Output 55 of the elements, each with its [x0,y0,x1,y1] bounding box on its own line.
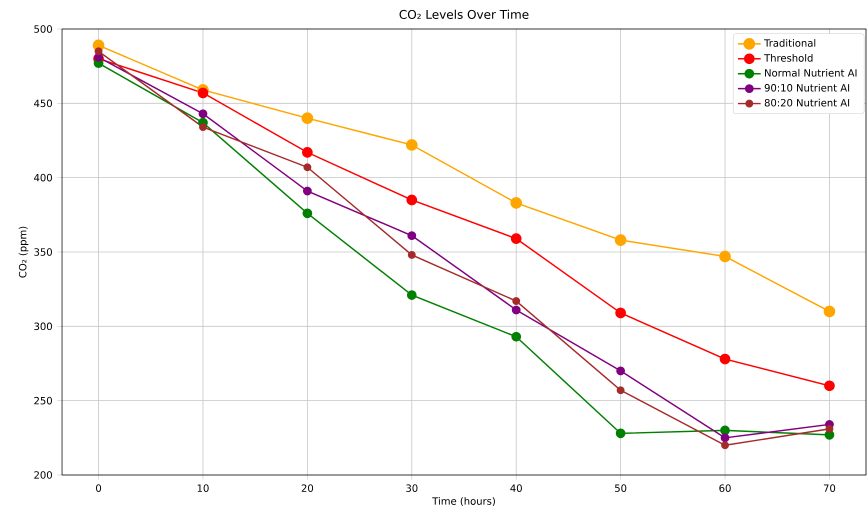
x-tick-label: 40 [510,484,522,492]
point [302,208,312,218]
y-tick-label: 250 [34,396,52,404]
y-tick-label: 200 [34,471,52,479]
x-tick-label: 70 [824,484,836,492]
point [512,297,520,305]
point [720,354,730,364]
point [512,306,521,314]
point [94,47,102,56]
y-tick-label: 300 [34,322,52,330]
point [614,234,626,246]
point [616,366,626,376]
y-tick-label: 450 [34,100,52,108]
point [408,251,416,259]
point [303,163,312,172]
point [826,424,834,433]
y-tick-label: 500 [34,25,52,33]
point [407,231,416,240]
x-tick-label: 50 [615,484,626,492]
x-tick-label: 0 [96,484,102,492]
y-tick-label: 400 [34,174,52,182]
legend-label: Threshold [764,54,812,62]
point [511,332,522,342]
point [199,123,207,132]
point [510,197,522,209]
legend-label: Traditional [764,39,816,47]
point [824,306,836,318]
x-axis-title: Time (hours) [432,497,495,506]
y-axis-title: CO₂ (ppm) [18,226,28,278]
point [824,380,835,392]
x-tick-label: 30 [406,484,418,492]
chart-title: CO₂ Levels Over Time [400,10,528,19]
point [406,290,417,300]
legend-label: Normal Nutrient AI [765,68,856,77]
point [302,112,314,124]
point [721,441,729,450]
point [720,426,730,436]
point [406,194,418,206]
point [615,308,626,318]
point [302,186,312,196]
point [198,88,208,98]
point [720,433,730,442]
legend-label: 80:20 Nutrient AI [764,98,850,107]
point [616,386,625,394]
x-tick-label: 10 [198,484,209,492]
x-tick-label: 20 [302,484,314,492]
x-tick-label: 60 [719,484,731,492]
point [198,109,208,118]
legend-label: 90:10 Nutrient AI [764,84,850,92]
y-tick-label: 350 [34,248,52,256]
point [719,250,731,262]
point [406,139,418,151]
point [616,428,626,438]
point [510,233,522,244]
point [302,147,313,158]
